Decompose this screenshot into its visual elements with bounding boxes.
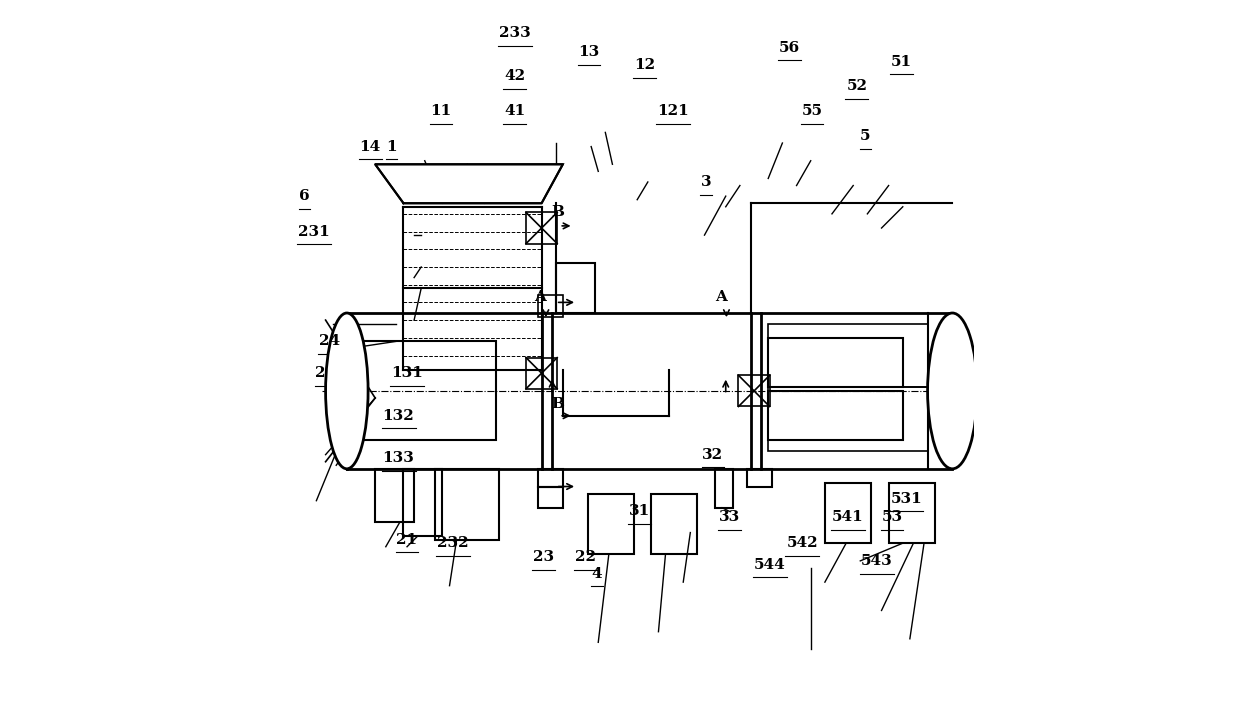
Text: 5: 5 bbox=[860, 129, 871, 143]
Text: 11: 11 bbox=[430, 105, 452, 118]
Text: 2: 2 bbox=[316, 366, 326, 380]
Ellipse shape bbox=[928, 313, 978, 469]
Text: 41: 41 bbox=[504, 105, 525, 118]
Text: 133: 133 bbox=[383, 451, 415, 465]
Text: 231: 231 bbox=[297, 225, 330, 239]
Text: 543: 543 bbox=[861, 554, 892, 568]
Text: 21: 21 bbox=[396, 533, 418, 547]
Text: 544: 544 bbox=[753, 557, 786, 572]
Text: 12: 12 bbox=[633, 58, 655, 73]
Text: B: B bbox=[551, 205, 565, 219]
Text: 31: 31 bbox=[628, 504, 650, 518]
Text: 53: 53 bbox=[882, 510, 903, 524]
Text: 13: 13 bbox=[579, 46, 600, 60]
Text: 233: 233 bbox=[499, 26, 530, 41]
Text: 56: 56 bbox=[779, 41, 800, 55]
Text: 22: 22 bbox=[575, 550, 596, 565]
Text: A: A bbox=[534, 290, 546, 304]
Text: 4: 4 bbox=[591, 567, 602, 581]
Text: 14: 14 bbox=[359, 139, 380, 154]
Text: 531: 531 bbox=[891, 491, 922, 506]
Text: 24: 24 bbox=[318, 334, 339, 348]
Text: 33: 33 bbox=[719, 510, 740, 524]
Ellipse shape bbox=[326, 313, 368, 469]
Text: 52: 52 bbox=[846, 80, 867, 93]
Text: 32: 32 bbox=[703, 448, 724, 461]
Text: 541: 541 bbox=[831, 510, 864, 524]
Polygon shape bbox=[375, 164, 563, 203]
Text: 6: 6 bbox=[299, 189, 310, 203]
Text: 121: 121 bbox=[657, 105, 689, 118]
Text: 132: 132 bbox=[383, 409, 414, 423]
Text: 3: 3 bbox=[700, 175, 711, 189]
Text: A: A bbox=[715, 290, 727, 304]
Text: 542: 542 bbox=[787, 536, 818, 550]
Text: B: B bbox=[551, 397, 565, 411]
Text: 131: 131 bbox=[392, 366, 422, 380]
Text: 55: 55 bbox=[802, 105, 823, 118]
Text: 42: 42 bbox=[504, 69, 525, 83]
Text: 51: 51 bbox=[891, 55, 912, 69]
Text: 23: 23 bbox=[533, 550, 554, 565]
Text: 232: 232 bbox=[437, 536, 468, 550]
Text: 1: 1 bbox=[387, 139, 396, 154]
